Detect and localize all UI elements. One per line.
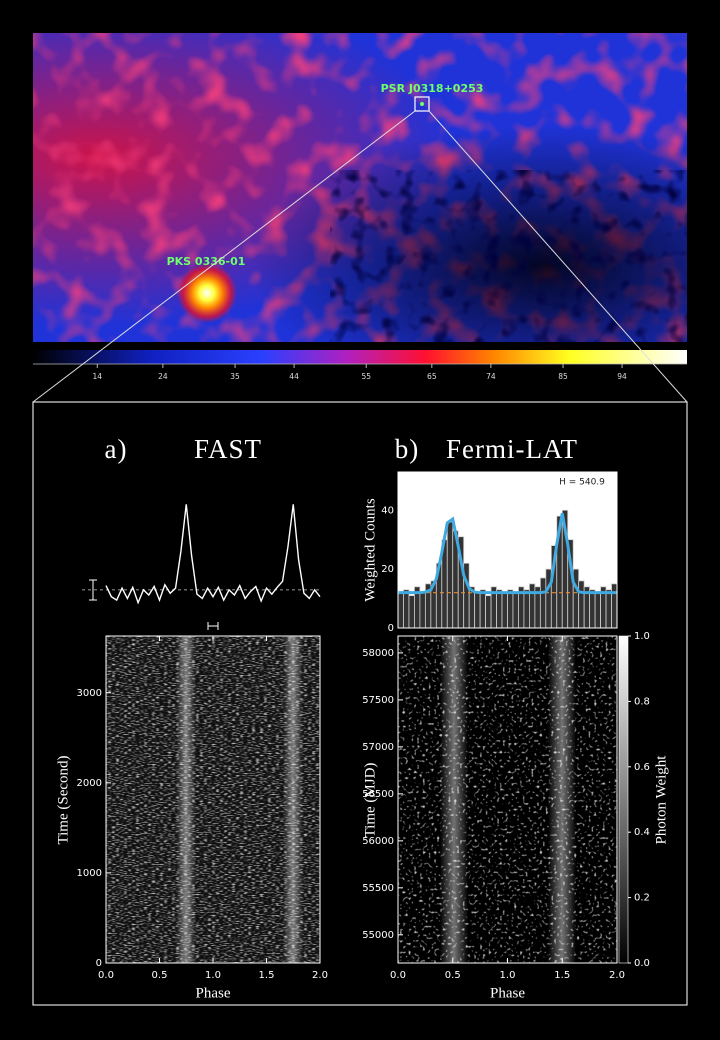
histogram-bar	[397, 592, 404, 629]
y-tick-label: 1000	[77, 868, 102, 879]
x-tick-label: 0.0	[98, 970, 114, 981]
histogram-bar	[605, 589, 612, 629]
histogram-bar	[529, 583, 536, 629]
y-tick-label: 58000	[362, 648, 394, 659]
colorbar-tick-label: 35	[230, 372, 240, 381]
y-tick-label: 3000	[77, 688, 102, 699]
fit-curve	[398, 512, 617, 595]
colorbar-label: Photon Weight	[653, 755, 669, 845]
histogram-bar	[419, 592, 426, 629]
histogram-bar	[501, 592, 508, 629]
x-tick-label: 0.0	[390, 970, 406, 981]
histogram-bar	[589, 589, 596, 629]
colorbar-tick-label: 0.2	[634, 893, 650, 904]
histogram-bar	[485, 595, 492, 629]
y-tick-label: 2000	[77, 778, 102, 789]
y-axis-label: Time (MJD)	[362, 763, 378, 838]
y-tick-label: 56500	[362, 789, 394, 800]
colorbar-tick-label: 0.8	[634, 696, 650, 707]
colorbar-tick-label: 0.6	[634, 762, 650, 773]
y-axis-label: Weighted Counts	[362, 498, 378, 602]
y-tick-label: 57000	[362, 742, 394, 753]
y-axis-label: Time (Second)	[55, 755, 71, 844]
waterfall-image	[106, 636, 320, 963]
histogram-bar	[496, 589, 503, 629]
colorbar-tick-label: 0.4	[634, 827, 650, 838]
y-tick-label: 56000	[362, 836, 394, 847]
histogram-bar	[594, 592, 601, 629]
x-tick-label: 0.5	[152, 970, 168, 981]
histogram-bar	[507, 589, 514, 629]
source-label: PSR J0318+0253	[381, 82, 484, 95]
colorbar-tick-label: 55	[361, 372, 371, 381]
colorbar-tick-label: 0.0	[634, 958, 650, 969]
panel-title: Fermi-LAT	[446, 434, 578, 464]
histogram-bar	[479, 589, 486, 629]
axes-frame	[397, 471, 618, 629]
histogram-bar	[523, 589, 530, 629]
y-tick-label: 57500	[362, 695, 394, 706]
y-tick-label: 40	[381, 505, 394, 516]
source-label: PKS 0336-01	[167, 255, 246, 268]
panel-label: b)	[395, 434, 420, 464]
histogram-bar	[611, 583, 618, 629]
colorbar-tick-label: 65	[427, 372, 437, 381]
histogram-bar	[539, 577, 547, 629]
annotation: H = 540.9	[559, 478, 605, 488]
x-tick-label: 2.0	[312, 970, 328, 981]
panel-title: FAST	[194, 434, 262, 464]
histogram-bar	[446, 521, 454, 629]
colorbar-tick-label: 44	[289, 372, 299, 381]
y-tick-label: 55500	[362, 883, 394, 894]
x-tick-label: 1.5	[554, 970, 570, 981]
phaseogram-image	[398, 636, 617, 963]
histogram-bar	[578, 580, 585, 629]
y-tick-label: 55000	[362, 930, 394, 941]
x-axis-label: Phase	[490, 985, 525, 1001]
panel-label: a)	[105, 434, 128, 464]
profile-line	[105, 504, 321, 605]
x-tick-label: 2.0	[609, 970, 625, 981]
sky-map	[33, 33, 687, 342]
y-tick-label: 0	[388, 623, 394, 634]
zoom-line	[32, 110, 416, 403]
y-tick-label: 20	[381, 564, 394, 575]
x-tick-label: 1.0	[500, 970, 516, 981]
y-tick-label: 0	[96, 958, 102, 969]
colorbar-tick-label: 94	[617, 372, 627, 381]
x-axis-label: Phase	[196, 985, 231, 1001]
x-tick-label: 1.0	[205, 970, 221, 981]
histogram-bar	[408, 595, 415, 629]
colorbar-tick-label: 1.0	[634, 631, 650, 642]
colorbar-tick-label: 85	[558, 372, 568, 381]
x-tick-label: 0.5	[445, 970, 461, 981]
histogram-bar	[474, 592, 481, 629]
colorbar	[33, 350, 687, 364]
x-tick-label: 1.5	[259, 970, 275, 981]
colorbar-tick-label: 74	[486, 372, 496, 381]
error-bar	[89, 579, 219, 630]
photon-weight-colorbar	[618, 635, 629, 964]
zoom-line	[428, 110, 688, 403]
histogram-bar	[512, 592, 519, 629]
histogram-bar	[403, 589, 410, 629]
colorbar-tick-label: 14	[93, 372, 103, 381]
colorbar-tick-label: 24	[158, 372, 168, 381]
